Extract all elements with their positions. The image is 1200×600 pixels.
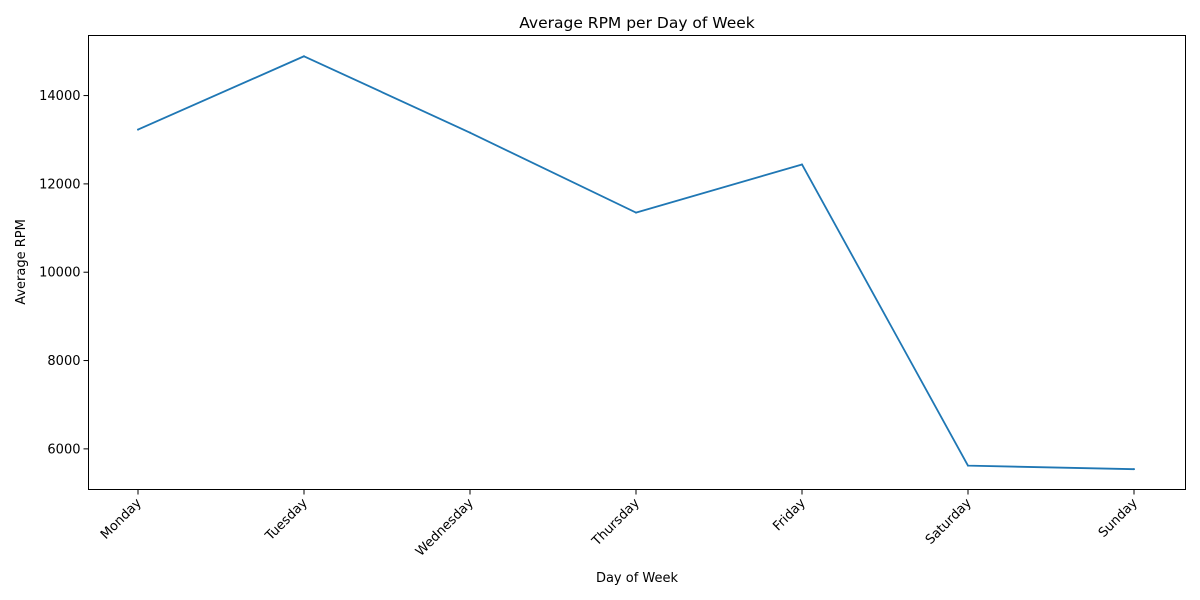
data-point-wednesday <box>469 131 471 134</box>
y-axis-ticks: 6000 8000 10000 12000 14000 <box>39 89 89 457</box>
plot-area <box>137 55 1135 471</box>
x-axis-ticks: Monday Tuesday Wednesday Thursday Friday Satu… <box>98 489 1141 560</box>
x-tick-label: Wednesday <box>413 496 477 560</box>
data-point-monday <box>137 128 139 131</box>
data-point-friday <box>801 163 803 166</box>
x-tick-label: Monday <box>98 496 145 543</box>
y-tick-label: 12000 <box>39 177 80 192</box>
y-tick-label: 8000 <box>47 354 80 369</box>
y-tick-label: 6000 <box>47 442 80 457</box>
x-axis-label: Day of Week <box>596 571 679 586</box>
data-point-saturday <box>967 464 969 467</box>
y-tick-label: 14000 <box>39 89 80 104</box>
chart-title: Average RPM per Day of Week <box>519 14 755 32</box>
data-point-tuesday <box>303 55 305 58</box>
x-tick-label: Thursday <box>589 496 643 550</box>
series-line <box>137 55 1135 471</box>
y-tick-label: 10000 <box>39 266 80 281</box>
y-axis-label: Average RPM <box>14 219 29 305</box>
data-point-sunday <box>1133 468 1135 471</box>
data-point-thursday <box>635 211 637 214</box>
x-tick-label: Tuesday <box>262 496 311 545</box>
x-tick-label: Saturday <box>923 496 975 548</box>
plot-frame <box>88 35 1186 490</box>
x-tick-label: Friday <box>770 496 809 535</box>
x-tick-label: Sunday <box>1096 496 1141 541</box>
